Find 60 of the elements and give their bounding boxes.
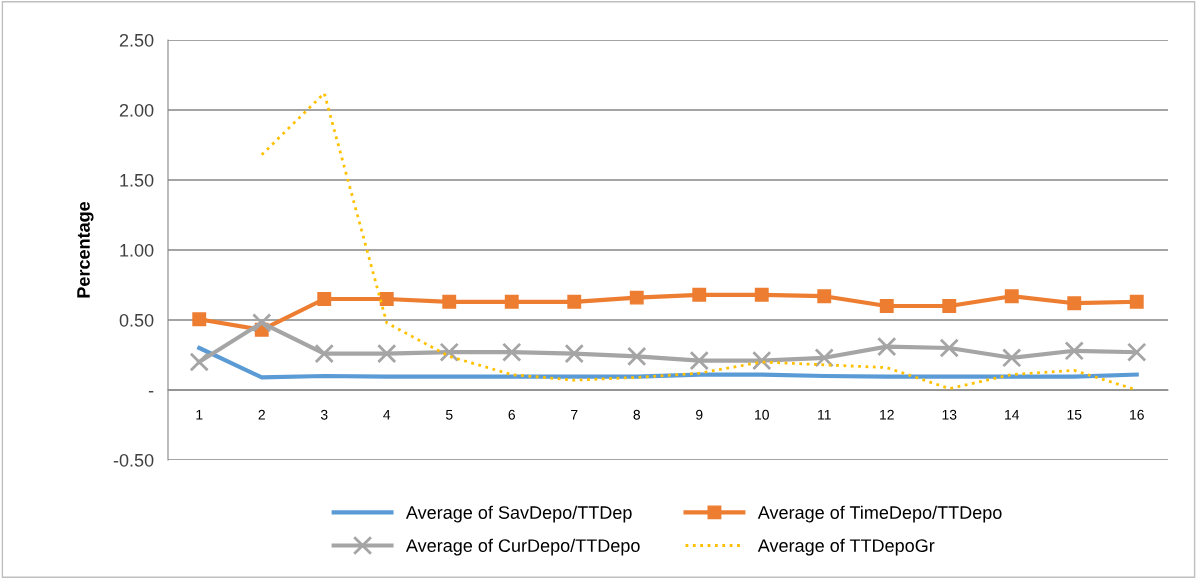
point xyxy=(1067,296,1082,311)
point xyxy=(692,287,707,302)
point xyxy=(627,346,647,367)
legend-label: Average of SavDepo/TTDep xyxy=(405,505,632,523)
point xyxy=(189,352,209,372)
point xyxy=(942,299,957,313)
point xyxy=(377,343,397,364)
legend-label: Average of TTDepoGr xyxy=(757,538,935,556)
point xyxy=(752,350,772,371)
y-tick-label: 1.00 xyxy=(120,243,154,257)
legend-label: Average of TimeDepo/TTDepo xyxy=(757,505,1002,523)
y-tick-label: 2.50 xyxy=(119,33,154,47)
point xyxy=(1064,341,1084,361)
x-tick-label: 7 xyxy=(571,409,578,420)
point xyxy=(877,336,897,357)
y-axis-title: Percentage xyxy=(77,201,94,298)
x-tick-label: 13 xyxy=(942,409,957,420)
point xyxy=(439,342,459,362)
point xyxy=(1127,342,1147,362)
x-tick-label: 2 xyxy=(258,409,265,420)
point xyxy=(817,289,832,304)
point xyxy=(754,287,769,302)
x-tick-label: 5 xyxy=(445,409,453,420)
x-tick-label: 14 xyxy=(1005,409,1020,420)
point xyxy=(629,290,644,305)
point xyxy=(504,294,519,309)
y-tick-label: -0.50 xyxy=(113,453,154,467)
point xyxy=(1004,289,1019,304)
point xyxy=(814,348,834,368)
point xyxy=(252,313,272,333)
legend-label: Average of CurDepo/TTDepo xyxy=(405,538,640,556)
point xyxy=(564,343,584,364)
line-series xyxy=(197,345,1139,380)
y-tick-label: - xyxy=(148,391,154,393)
x-tick-label: 15 xyxy=(1067,409,1082,420)
point xyxy=(939,338,959,358)
point xyxy=(442,294,457,309)
point xyxy=(879,299,894,313)
x-tick-label: 12 xyxy=(880,409,894,420)
point xyxy=(689,350,709,371)
y-tick-label: 1.50 xyxy=(120,173,154,187)
point xyxy=(314,343,334,364)
point xyxy=(317,292,332,306)
x-tick-label: 6 xyxy=(508,409,515,420)
x-tick-label: 3 xyxy=(320,409,328,420)
x-tick-label: 9 xyxy=(696,409,703,420)
x-tick-label: 1 xyxy=(196,409,203,420)
point xyxy=(1129,294,1144,309)
point xyxy=(567,294,582,309)
point xyxy=(379,292,394,306)
x-tick-label: 16 xyxy=(1130,409,1144,420)
x-tick-label: 8 xyxy=(633,409,641,420)
y-tick-label: 2.00 xyxy=(119,103,154,117)
x-tick-label: 4 xyxy=(383,409,391,420)
x-tick-label: 10 xyxy=(755,409,769,420)
x-tick-label: 11 xyxy=(818,409,831,420)
point xyxy=(192,312,207,327)
y-tick-label: 0.50 xyxy=(119,313,154,327)
point xyxy=(502,342,522,362)
point xyxy=(1002,348,1022,368)
